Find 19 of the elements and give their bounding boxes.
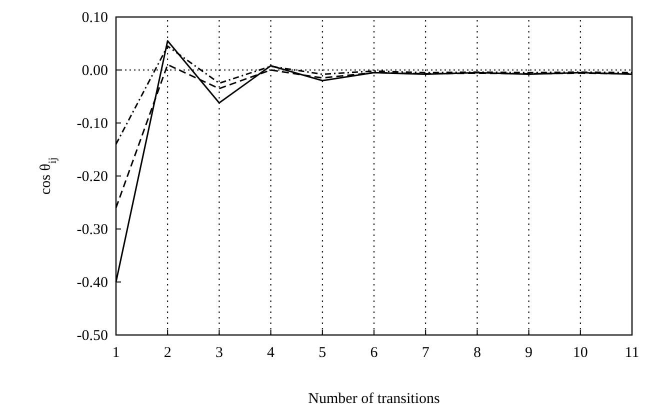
y-tick-label: -0.10 xyxy=(76,116,108,132)
x-tick-label: 4 xyxy=(267,345,276,361)
x-tick-label: 9 xyxy=(525,345,533,361)
x-tick-label: 11 xyxy=(624,345,640,361)
x-tick-label: 6 xyxy=(370,345,378,361)
x-tick-label: 10 xyxy=(572,345,588,361)
x-tick-label: 8 xyxy=(473,345,481,361)
y-tick-label: -0.30 xyxy=(76,222,108,238)
y-tick-label: -0.50 xyxy=(76,328,108,344)
x-tick-label: 5 xyxy=(318,345,326,361)
y-tick-label: -0.40 xyxy=(76,275,108,291)
x-tick-label: 7 xyxy=(422,345,430,361)
x-tick-label: 3 xyxy=(215,345,223,361)
x-tick-label: 1 xyxy=(112,345,120,361)
x-tick-label: 2 xyxy=(164,345,172,361)
y-tick-label: 0.00 xyxy=(82,63,108,79)
x-axis-title: Number of transitions xyxy=(308,391,440,407)
y-tick-label: -0.20 xyxy=(76,169,108,185)
y-tick-label: 0.10 xyxy=(82,10,108,26)
